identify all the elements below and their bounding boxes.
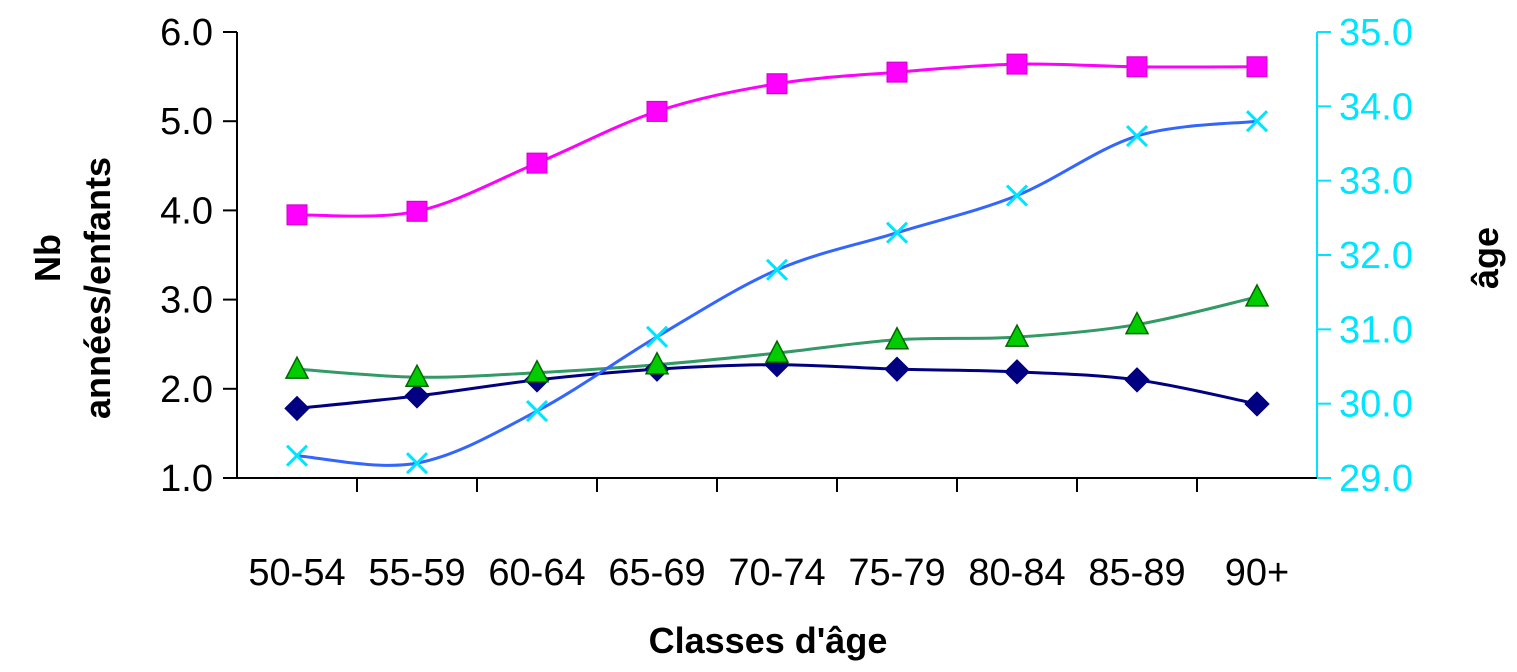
x-tick-label: 65-69 bbox=[608, 552, 705, 594]
series-lines-group bbox=[296, 62, 1258, 467]
series-2-square-marker bbox=[1246, 56, 1268, 78]
series-2-square-marker bbox=[1006, 53, 1028, 75]
right-y-tick-label: 34.0 bbox=[1339, 86, 1413, 128]
series-2-square-marker bbox=[646, 100, 668, 122]
series-4-x-marker-stroke-b bbox=[285, 444, 309, 467]
x-tick-label: 60-64 bbox=[488, 552, 585, 594]
series-2-square-marker bbox=[286, 204, 308, 226]
series-markers-group bbox=[284, 53, 1270, 475]
series-1-diamond-marker bbox=[1004, 359, 1030, 385]
series-2-square-marker bbox=[886, 61, 908, 83]
right-axis-title: âge bbox=[1465, 227, 1506, 289]
left-y-tick-label: 6.0 bbox=[160, 12, 213, 54]
x-tick-label: 90+ bbox=[1225, 552, 1289, 594]
series-1-diamond-marker bbox=[884, 356, 910, 382]
right-y-tick-label: 31.0 bbox=[1339, 309, 1413, 351]
x-tick-label: 75-79 bbox=[848, 552, 945, 594]
series-1-diamond-marker bbox=[1124, 367, 1150, 393]
x-tick-label: 55-59 bbox=[368, 552, 465, 594]
series-4-line bbox=[296, 119, 1258, 467]
right-y-tick-label: 33.0 bbox=[1339, 161, 1413, 203]
right-y-tick-label: 29.0 bbox=[1339, 458, 1413, 500]
series-3-triangle-marker bbox=[884, 326, 910, 350]
series-3-triangle-marker bbox=[1244, 283, 1270, 307]
series-3-triangle-marker bbox=[404, 363, 430, 387]
series-4-x-marker-stroke-b bbox=[765, 258, 789, 281]
series-3-triangle-marker bbox=[284, 355, 310, 379]
series-1-diamond-marker bbox=[284, 395, 310, 422]
left-y-tick-label: 1.0 bbox=[160, 458, 213, 500]
x-tick-label: 70-74 bbox=[728, 552, 825, 594]
right-y-tick-label: 32.0 bbox=[1339, 235, 1413, 277]
x-axis-title: Classes d'âge bbox=[649, 620, 888, 661]
series-4-x-marker-stroke-b bbox=[405, 452, 429, 475]
right-y-tick-label: 30.0 bbox=[1339, 384, 1413, 426]
right-y-tick-label: 35.0 bbox=[1339, 12, 1413, 54]
x-tick-label: 80-84 bbox=[968, 552, 1065, 594]
series-2-square-marker bbox=[406, 200, 428, 222]
x-tick-label: 85-89 bbox=[1088, 552, 1185, 594]
left-axis-title-line1: Nb bbox=[27, 234, 68, 282]
series-3-triangle-marker bbox=[764, 339, 790, 363]
left-y-tick-label: 3.0 bbox=[160, 280, 213, 322]
axes-group: 1.0 2.0 3.0 4.0 5.0 6.0 29.0 30.0 31.0 32.0 33.0 34… bbox=[160, 12, 1413, 594]
left-y-tick-label: 5.0 bbox=[160, 101, 213, 143]
series-3-triangle-marker bbox=[524, 359, 550, 383]
series-3-triangle-marker bbox=[1004, 323, 1030, 347]
series-2-square-marker bbox=[766, 73, 788, 95]
series-1-diamond-marker bbox=[404, 383, 430, 409]
series-2-square-marker bbox=[526, 152, 548, 174]
series-3-triangle-marker bbox=[1124, 310, 1150, 335]
series-4-x-marker-stroke-b bbox=[885, 221, 909, 244]
left-axis-title-line2: années/enfants bbox=[77, 157, 118, 419]
x-tick-label: 50-54 bbox=[248, 552, 345, 594]
left-y-tick-label: 2.0 bbox=[160, 369, 213, 411]
series-4-x-marker-stroke-b bbox=[1005, 184, 1029, 207]
series-2-square-marker bbox=[1126, 56, 1148, 78]
series-4-x-marker-stroke-b bbox=[525, 400, 549, 423]
series-4-x-marker-stroke-b bbox=[1125, 125, 1149, 148]
series-4-x-marker-stroke-b bbox=[645, 325, 669, 348]
series-1-diamond-marker bbox=[1244, 391, 1270, 417]
series-3-triangle-marker bbox=[644, 351, 670, 375]
axis-titles-group: Classes d'âge Nb années/enfants âge bbox=[27, 157, 1506, 661]
series-4-x-marker-stroke-b bbox=[1245, 110, 1269, 133]
left-y-tick-label: 4.0 bbox=[160, 190, 213, 232]
